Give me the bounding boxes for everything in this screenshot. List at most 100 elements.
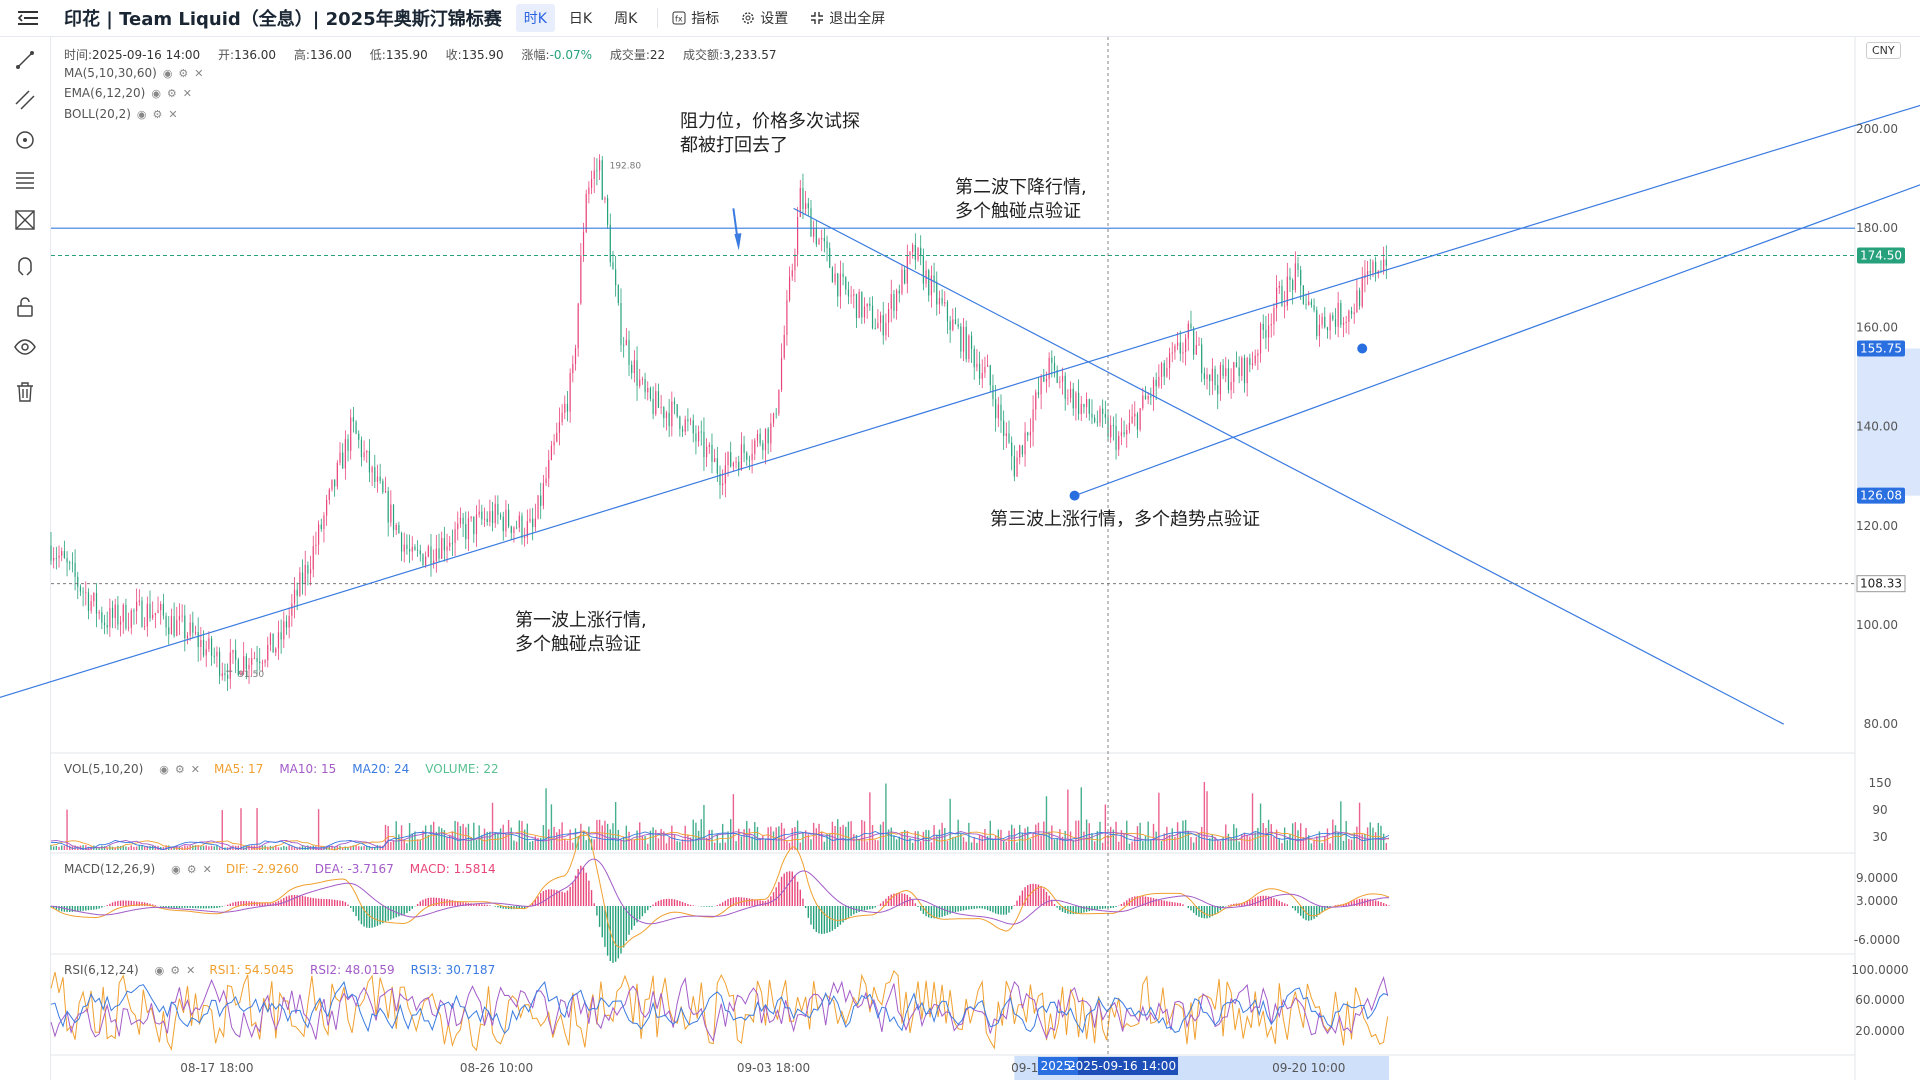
close-icon[interactable]: ✕ [202, 862, 212, 876]
macd-histogram-bar [160, 906, 162, 907]
candle-body [960, 326, 962, 352]
candle-body [449, 542, 451, 547]
volume-bar [283, 845, 285, 850]
macd-histogram-bar [481, 904, 483, 906]
line-tool[interactable] [12, 47, 38, 73]
volume-bar [210, 845, 213, 850]
candle-body [1334, 319, 1337, 327]
gear-icon[interactable]: ⚙ [170, 963, 181, 977]
macd-histogram-bar [858, 906, 860, 912]
volume-bar [1104, 804, 1107, 850]
candle-body [719, 473, 721, 486]
macd-histogram-bar [1369, 899, 1371, 906]
settings-button[interactable]: 设置 [733, 4, 796, 32]
vol-ma20-line [50, 831, 1390, 851]
eye-icon[interactable]: ◉ [162, 66, 173, 80]
candle-body [194, 632, 197, 633]
currency-badge[interactable]: CNY [1866, 42, 1901, 59]
annotation-line: 阻力位，价格多次试探 [680, 111, 860, 132]
magnet-tool[interactable] [12, 254, 38, 280]
volume-bar [1219, 841, 1222, 850]
eye-icon[interactable]: ◉ [171, 862, 181, 876]
volume-bar [50, 845, 52, 850]
tab-hourly-k[interactable]: 时K [515, 4, 555, 32]
macd-histogram-bar [90, 906, 92, 910]
circle-tool[interactable] [12, 127, 38, 153]
close-icon[interactable]: ✕ [190, 762, 200, 776]
candle-body [130, 610, 132, 628]
close-icon[interactable]: ✕ [194, 66, 204, 80]
macd-histogram-bar [748, 898, 751, 906]
candle-body [1318, 324, 1321, 337]
tab-weekly-k[interactable]: 周K [614, 11, 638, 27]
candle-body [516, 527, 518, 529]
visibility-tool[interactable] [12, 334, 38, 360]
volume-bar [216, 845, 218, 850]
volume-bar [1096, 831, 1099, 850]
candle-body [764, 428, 767, 451]
gear-icon[interactable]: ⚙ [166, 86, 177, 100]
macd-histogram-bar [850, 906, 852, 916]
volume-bar [531, 840, 534, 850]
volume-bar [363, 845, 365, 850]
macd-histogram-bar [1281, 902, 1283, 906]
macd-histogram-bar [794, 875, 796, 906]
price-tick-label: 100.00 [1856, 618, 1898, 632]
channel-tool[interactable] [12, 87, 38, 113]
gear-icon[interactable]: ⚙ [178, 66, 189, 80]
eye-icon[interactable]: ◉ [159, 762, 169, 776]
candle-body [1195, 344, 1197, 355]
candle-body [936, 281, 938, 305]
gear-icon[interactable]: ⚙ [152, 107, 163, 121]
macd-histogram-bar [505, 906, 507, 909]
macd-dea-line [50, 858, 1390, 925]
lock-tool[interactable] [12, 294, 38, 320]
candle-body [1227, 368, 1230, 391]
candle-body [280, 632, 282, 640]
volume-bar [823, 841, 826, 850]
volume-bar [1184, 819, 1187, 850]
menu-icon[interactable] [14, 8, 42, 28]
close-icon[interactable]: ✕ [186, 963, 196, 977]
tab-daily-k[interactable]: 日K [568, 11, 593, 27]
candle-body [526, 521, 528, 537]
eye-icon[interactable]: ◉ [151, 86, 161, 100]
volume-bar [604, 820, 606, 850]
candle-body [1329, 315, 1331, 331]
volume-bar [390, 841, 392, 850]
candle-body [751, 453, 753, 461]
fib-tool[interactable] [12, 167, 38, 193]
candle-body [548, 459, 550, 479]
annotation-wave3[interactable]: 第三波上涨行情，多个趋势点验证 [990, 508, 1260, 532]
volume-bar [794, 827, 796, 850]
delete-tool[interactable] [12, 379, 38, 405]
macd-histogram-bar [400, 906, 403, 916]
indicator-button[interactable]: fx 指标 [664, 4, 727, 32]
volume-bar [1217, 839, 1219, 850]
macd-histogram-bar [810, 906, 812, 925]
macd-histogram-bar [1230, 904, 1232, 906]
candle-body [347, 439, 349, 451]
macd-histogram-bar [328, 899, 331, 906]
annotation-wave2[interactable]: 第二波下降行情, 多个触碰点验证 [955, 176, 1087, 224]
candle-body [684, 419, 686, 432]
candle-body [390, 504, 392, 523]
volume-bar [473, 822, 475, 850]
pattern-tool[interactable] [12, 207, 38, 233]
close-icon[interactable]: ✕ [168, 107, 178, 121]
volume-bar [331, 845, 333, 850]
candle-body [821, 238, 823, 240]
eye-icon[interactable]: ◉ [154, 963, 165, 977]
exit-fullscreen-button[interactable]: 退出全屏 [802, 4, 893, 32]
macd-histogram-bar [829, 906, 831, 933]
trendlines[interactable] [0, 79, 1920, 725]
gear-icon[interactable]: ⚙ [186, 862, 197, 876]
macd-histogram-bar [218, 906, 221, 908]
macd-histogram-bar [577, 869, 579, 906]
close-icon[interactable]: ✕ [182, 86, 193, 100]
annotation-wave1[interactable]: 第一波上涨行情, 多个触碰点验证 [515, 609, 647, 657]
eye-icon[interactable]: ◉ [136, 107, 147, 121]
annotation-resistance[interactable]: 阻力位，价格多次试探 都被打回去了 [680, 110, 860, 158]
gear-icon[interactable]: ⚙ [174, 762, 185, 776]
